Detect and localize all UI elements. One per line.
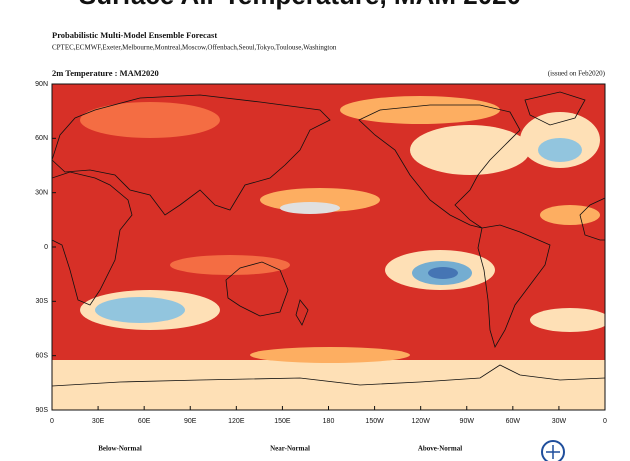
issued-date: (issued on Feb2020) <box>548 70 606 78</box>
longitude-label: 60E <box>138 418 151 425</box>
longitude-label: 180 <box>323 418 335 425</box>
longitude-label: 30W <box>552 418 567 425</box>
latitude-label: 30N <box>35 190 48 197</box>
longitude-label: 90W <box>460 418 475 425</box>
wmo-logo <box>541 440 565 461</box>
legend-item: Above-Normal <box>418 445 462 453</box>
longitude-label: 120W <box>412 418 431 425</box>
map: 90N 60N 30N 0 30S 60S 90S 0 30E 60E 90E 120E 150E 18… <box>35 81 607 425</box>
latitude-label: 90N <box>35 81 48 88</box>
longitude-label: 90E <box>184 418 197 425</box>
latitude-label: 0 <box>44 244 48 251</box>
latitude-label: 60N <box>35 135 48 142</box>
map-label: 2m Temperature : MAM2020 <box>52 68 159 78</box>
latitude-labels: 90N 60N 30N 0 30S 60S 90S <box>35 81 56 414</box>
coastlines <box>52 91 605 387</box>
subtitle: Probabilistic Multi-Model Ensemble Forec… <box>52 30 217 40</box>
longitude-label: 0 <box>50 418 54 425</box>
longitude-label: 150E <box>274 418 291 425</box>
longitude-labels: 0 30E 60E 90E 120E 150E 180 150W 120W 90W 60W 30W 0 <box>50 406 607 425</box>
longitude-label: 150W <box>365 418 384 425</box>
centres: CPTEC,ECMWF,Exeter,Melbourne,Montreal,Mo… <box>52 44 337 52</box>
latitude-label: 30S <box>36 298 49 305</box>
legend-item: Below-Normal <box>98 445 142 453</box>
legend: Below-Normal Near-Normal Above-Normal <box>98 440 565 461</box>
figure-title: Surface Air Temperature, MAM 2020 <box>79 0 521 10</box>
longitude-label: 30E <box>92 418 105 425</box>
legend-item: Near-Normal <box>270 445 310 453</box>
latitude-label: 60S <box>36 353 49 360</box>
longitude-label: 120E <box>228 418 245 425</box>
longitude-label: 0 <box>603 418 607 425</box>
latitude-label: 90S <box>36 407 49 414</box>
longitude-label: 60W <box>506 418 521 425</box>
